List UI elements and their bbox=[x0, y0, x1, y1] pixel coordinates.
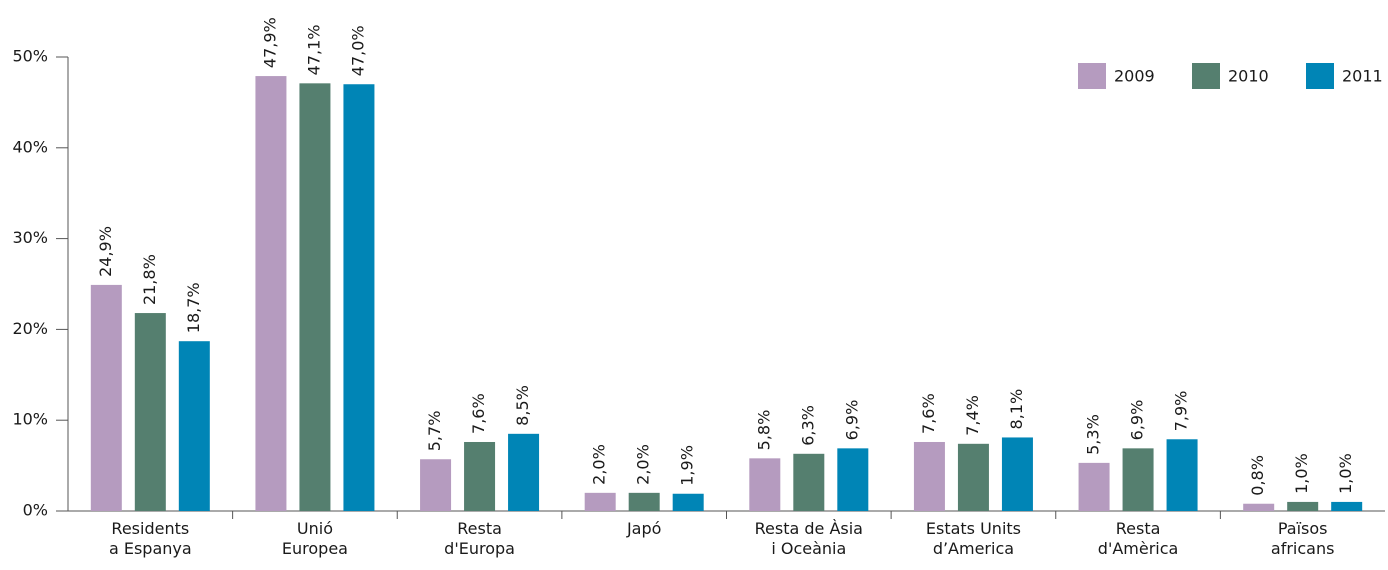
x-tick-label: Resta d'Europa bbox=[444, 519, 515, 558]
bar bbox=[90, 284, 122, 511]
value-label: 2,0% bbox=[590, 444, 609, 485]
bar bbox=[464, 441, 496, 511]
bar bbox=[957, 443, 989, 511]
value-label: 5,7% bbox=[425, 411, 444, 452]
bar bbox=[837, 448, 869, 511]
bar bbox=[672, 493, 704, 511]
x-tick-label-line: d'Amèrica bbox=[1098, 539, 1179, 558]
x-tick-label-line: Unió bbox=[297, 519, 333, 538]
y-tick-label: 0% bbox=[23, 501, 48, 520]
value-label: 5,8% bbox=[754, 410, 773, 451]
bar bbox=[255, 76, 287, 512]
value-label: 0,8% bbox=[1248, 455, 1267, 496]
value-label: 47,9% bbox=[260, 17, 279, 68]
bar bbox=[1166, 439, 1198, 511]
x-tick-label: Països africans bbox=[1271, 519, 1335, 558]
y-tick-label: 40% bbox=[12, 137, 48, 156]
bar bbox=[793, 453, 825, 511]
x-tick-label-line: africans bbox=[1271, 539, 1335, 558]
x-tick-label-line: i Oceània bbox=[771, 539, 846, 558]
x-tick-label-line: Països bbox=[1278, 519, 1328, 538]
legend-label: 2011 bbox=[1342, 67, 1383, 86]
bar bbox=[1001, 437, 1033, 511]
bar bbox=[1243, 503, 1275, 511]
bar bbox=[1331, 501, 1363, 511]
value-label: 47,1% bbox=[304, 25, 323, 76]
bar bbox=[1078, 462, 1110, 511]
bar bbox=[134, 313, 166, 511]
bar bbox=[584, 492, 616, 511]
value-label: 2,0% bbox=[634, 444, 653, 485]
value-label: 7,4% bbox=[963, 395, 982, 436]
bar bbox=[913, 441, 945, 511]
value-label: 1,0% bbox=[1336, 453, 1355, 494]
x-tick-label-line: Europea bbox=[282, 539, 348, 558]
bar bbox=[1122, 448, 1154, 511]
value-label: 7,9% bbox=[1172, 391, 1191, 432]
value-label: 1,0% bbox=[1292, 453, 1311, 494]
value-label: 18,7% bbox=[184, 282, 203, 333]
legend-swatch bbox=[1078, 63, 1106, 89]
y-tick-label: 20% bbox=[12, 319, 48, 338]
x-tick-label-line: a Espanya bbox=[109, 539, 192, 558]
value-label: 24,9% bbox=[96, 226, 115, 277]
value-label: 6,3% bbox=[798, 405, 817, 446]
x-tick-label: Resta de Àsia i Oceània bbox=[755, 519, 863, 558]
x-tick-label-line: d’America bbox=[933, 539, 1014, 558]
legend-swatch bbox=[1192, 63, 1220, 89]
x-tick-label-line: Residents bbox=[111, 519, 189, 538]
bar bbox=[178, 341, 210, 511]
x-tick-label-line: Resta bbox=[457, 519, 502, 538]
bar bbox=[508, 433, 540, 511]
y-tick-label: 10% bbox=[12, 410, 48, 429]
x-tick-label-line: Resta bbox=[1116, 519, 1161, 538]
y-tick-label: 50% bbox=[12, 47, 48, 66]
y-tick-label: 30% bbox=[12, 228, 48, 247]
bar bbox=[1287, 501, 1319, 511]
value-label: 5,3% bbox=[1084, 414, 1103, 455]
bar bbox=[628, 492, 660, 511]
x-tick-label-line: Resta de Àsia bbox=[755, 519, 863, 538]
x-tick-label-line: d'Europa bbox=[444, 539, 515, 558]
legend-label: 2010 bbox=[1228, 67, 1269, 86]
value-label: 8,5% bbox=[513, 385, 532, 426]
value-label: 8,1% bbox=[1007, 389, 1026, 430]
x-tick-label-line: Japó bbox=[626, 519, 661, 538]
x-tick-label: Residents a Espanya bbox=[109, 519, 192, 558]
value-label: 21,8% bbox=[140, 254, 159, 305]
value-label: 7,6% bbox=[919, 393, 938, 434]
x-tick-label: Estats Units d’America bbox=[926, 519, 1021, 558]
x-tick-label-line: Estats Units bbox=[926, 519, 1021, 538]
value-label: 47,0% bbox=[348, 25, 367, 76]
value-label: 7,6% bbox=[469, 393, 488, 434]
bar bbox=[420, 459, 452, 511]
value-label: 6,9% bbox=[1128, 400, 1147, 441]
x-tick-label: Japó bbox=[626, 519, 661, 538]
legend-label: 2009 bbox=[1114, 67, 1155, 86]
bar bbox=[749, 458, 781, 511]
x-tick-label: Unió Europea bbox=[282, 519, 348, 558]
bar bbox=[343, 84, 375, 512]
x-tick-label: Resta d'Amèrica bbox=[1098, 519, 1179, 558]
value-label: 1,9% bbox=[678, 445, 697, 486]
value-label: 6,9% bbox=[842, 400, 861, 441]
legend-swatch bbox=[1306, 63, 1334, 89]
bar bbox=[299, 83, 331, 511]
